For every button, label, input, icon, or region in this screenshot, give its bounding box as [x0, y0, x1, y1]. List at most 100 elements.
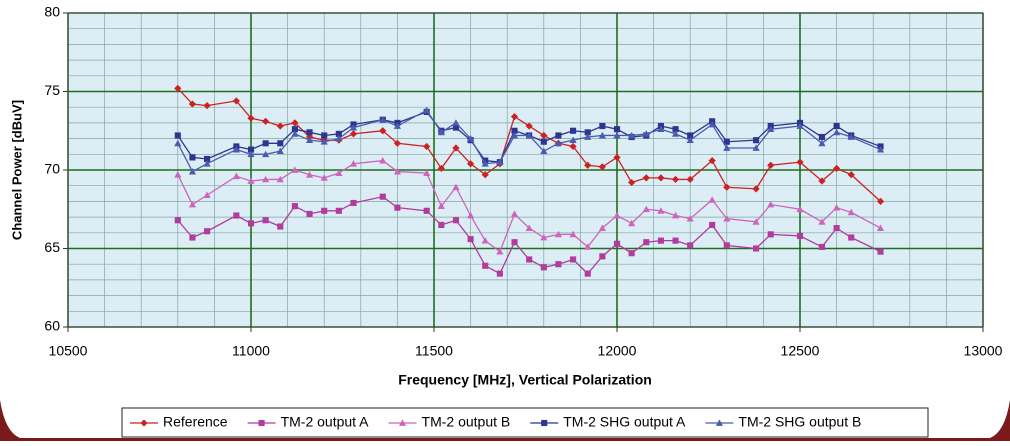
marker — [423, 142, 431, 151]
legend-label: TM-2 SHG output B — [738, 414, 861, 430]
series-line — [177, 195, 881, 275]
marker — [467, 211, 475, 219]
marker — [437, 164, 445, 173]
marker — [569, 230, 577, 238]
marker — [482, 262, 489, 269]
marker — [540, 147, 548, 155]
marker — [335, 169, 343, 177]
marker — [657, 207, 665, 214]
marker — [672, 237, 679, 244]
x-tick-label: 11000 — [232, 343, 270, 359]
marker — [767, 231, 774, 238]
marker — [438, 221, 445, 229]
marker — [753, 137, 760, 144]
marker — [708, 196, 716, 203]
marker — [818, 177, 826, 185]
marker — [598, 163, 606, 171]
marker — [481, 237, 489, 244]
marker — [613, 126, 621, 133]
marker — [540, 138, 547, 145]
marker — [526, 256, 533, 263]
marker — [876, 197, 885, 205]
marker — [277, 223, 284, 230]
marker — [657, 125, 665, 133]
marker — [349, 124, 358, 131]
marker — [188, 100, 197, 108]
marker — [833, 164, 841, 173]
marker — [496, 248, 504, 255]
marker — [555, 132, 562, 139]
marker — [203, 102, 211, 110]
marker — [481, 171, 489, 179]
marker — [452, 144, 460, 152]
marker — [643, 239, 650, 246]
marker — [423, 207, 430, 214]
y-tick-label: 70 — [44, 161, 60, 177]
marker — [452, 217, 460, 224]
y-axis-title: Channel Power [dBuV] — [9, 100, 24, 240]
marker — [628, 178, 636, 187]
marker — [321, 207, 328, 214]
marker — [174, 132, 181, 139]
marker — [305, 171, 314, 178]
x-tick-label: 10500 — [49, 343, 88, 359]
marker — [767, 125, 775, 133]
marker — [188, 167, 197, 175]
marker — [833, 204, 841, 211]
marker — [598, 131, 606, 139]
marker — [599, 253, 606, 260]
marker — [247, 220, 255, 227]
marker — [467, 236, 474, 243]
marker — [262, 140, 269, 147]
marker — [818, 218, 826, 225]
marker — [276, 122, 284, 130]
marker — [540, 264, 547, 271]
marker — [277, 140, 284, 147]
marker — [715, 419, 724, 426]
marker — [291, 119, 299, 127]
marker — [628, 219, 636, 227]
marker — [541, 419, 548, 427]
marker — [203, 160, 211, 167]
marker — [481, 160, 489, 167]
marker — [657, 174, 665, 182]
marker — [189, 234, 196, 241]
marker — [335, 130, 342, 137]
legend-label: TM-2 output A — [281, 414, 370, 430]
x-tick-label: 13000 — [964, 343, 1003, 359]
marker — [723, 138, 730, 145]
marker — [174, 217, 181, 224]
marker — [320, 138, 328, 145]
x-tick-label: 12500 — [781, 343, 820, 359]
marker — [753, 245, 760, 252]
marker — [247, 177, 255, 184]
marker — [423, 106, 431, 114]
y-tick-label: 60 — [44, 318, 60, 334]
marker — [276, 175, 284, 183]
marker — [848, 234, 855, 241]
marker — [833, 128, 841, 136]
marker — [877, 248, 884, 255]
marker — [687, 242, 694, 249]
marker — [613, 240, 621, 247]
marker — [796, 158, 804, 166]
marker — [393, 139, 401, 147]
marker — [379, 193, 386, 200]
marker — [671, 211, 680, 219]
marker — [291, 203, 298, 210]
marker — [262, 217, 269, 224]
marker — [657, 237, 664, 244]
marker — [570, 127, 577, 134]
marker — [510, 113, 519, 121]
marker — [496, 270, 503, 277]
marker — [642, 174, 650, 182]
marker — [452, 124, 460, 131]
marker — [452, 119, 460, 126]
marker — [613, 153, 621, 162]
marker — [723, 242, 730, 249]
x-axis-title: Frequency [MHz], Vertical Polarization — [398, 372, 652, 388]
marker — [335, 135, 343, 142]
marker — [796, 232, 804, 239]
marker — [452, 183, 460, 191]
marker — [847, 171, 855, 179]
